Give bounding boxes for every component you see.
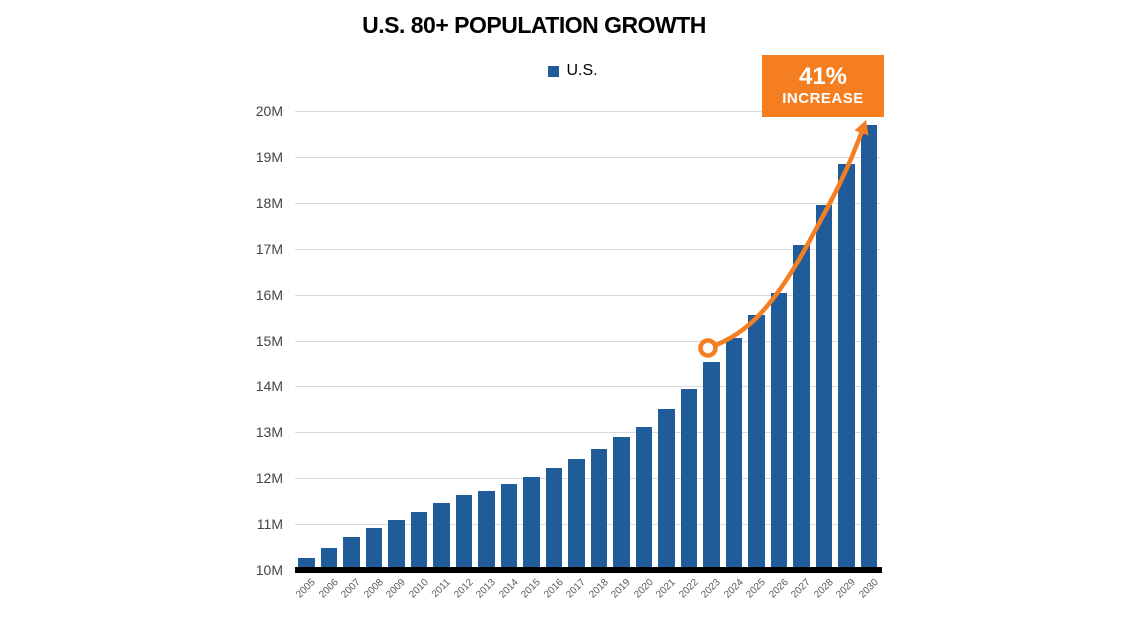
xtick-label-2030: 2030	[857, 577, 881, 601]
xtick-label-2028: 2028	[812, 577, 836, 601]
ytick-label-16M: 16M	[255, 286, 283, 303]
ytick-label-14M: 14M	[255, 378, 283, 395]
gridline-20M	[295, 111, 880, 112]
xtick-label-2010: 2010	[407, 577, 431, 601]
xtick-label-2027: 2027	[789, 577, 814, 601]
xtick-label-2023: 2023	[699, 577, 724, 601]
bar-2006	[320, 547, 337, 570]
gridline-14M	[295, 386, 880, 388]
bar-2018	[590, 449, 607, 570]
xtick-label-2018: 2018	[587, 577, 611, 601]
gridline-11M	[295, 524, 880, 526]
xtick-label-2017: 2017	[564, 577, 589, 601]
ytick-label-17M: 17M	[255, 240, 283, 257]
bar-2016	[545, 467, 562, 570]
bar-2029	[838, 163, 855, 570]
legend: U.S.	[173, 62, 973, 80]
bar-2017	[568, 459, 585, 570]
arrow-start-marker	[698, 338, 718, 358]
legend-swatch-icon	[548, 65, 560, 77]
gridline-17M	[295, 248, 880, 250]
ytick-label-13M: 13M	[255, 424, 283, 441]
gridline-19M	[295, 156, 880, 158]
bar-2008	[365, 527, 382, 570]
gridline-16M	[295, 294, 880, 296]
bar-2026	[770, 293, 787, 570]
xtick-label-2013: 2013	[474, 577, 499, 601]
xtick-label-2006: 2006	[317, 577, 341, 601]
xtick-label-2026: 2026	[767, 577, 791, 601]
xtick-label-2008: 2008	[362, 577, 386, 601]
bar-2009	[388, 519, 405, 570]
bar-2013	[478, 490, 495, 570]
increase-callout: 41% INCREASE	[762, 55, 884, 117]
gridline-13M	[295, 432, 880, 434]
xtick-label-2024: 2024	[722, 577, 746, 601]
ytick-label-20M: 20M	[255, 103, 283, 119]
bar-2019	[613, 437, 630, 570]
ytick-label-10M: 10M	[255, 562, 283, 578]
bar-2007	[343, 537, 360, 570]
xtick-label-2025: 2025	[744, 577, 769, 601]
bar-2015	[523, 476, 540, 570]
xtick-label-2009: 2009	[384, 577, 409, 601]
bar-2010	[410, 511, 427, 570]
bar-2005	[298, 558, 315, 570]
ytick-label-15M: 15M	[255, 332, 283, 349]
xtick-label-2020: 2020	[632, 577, 656, 601]
xtick-label-2015: 2015	[519, 577, 544, 601]
xtick-label-2005: 2005	[294, 577, 319, 601]
ytick-label-18M: 18M	[255, 194, 283, 211]
gridline-18M	[295, 202, 880, 204]
gridline-12M	[295, 478, 880, 480]
bar-2012	[455, 495, 472, 570]
bar-2011	[433, 503, 450, 570]
xtick-label-2022: 2022	[677, 577, 701, 601]
xtick-label-2019: 2019	[609, 577, 634, 601]
bar-2030	[860, 124, 877, 570]
xtick-label-2016: 2016	[542, 577, 566, 601]
xtick-label-2014: 2014	[497, 577, 521, 601]
ytick-label-11M: 11M	[256, 516, 283, 533]
bar-2024	[725, 338, 742, 570]
x-axis-line	[295, 567, 882, 573]
bar-2014	[500, 484, 517, 570]
chart-title: U.S. 80+ POPULATION GROWTH	[362, 12, 706, 38]
xtick-label-2021: 2021	[654, 577, 679, 601]
bar-2023	[703, 361, 720, 570]
bar-2022	[680, 389, 697, 570]
bar-2027	[793, 244, 810, 570]
bar-2020	[635, 427, 652, 570]
xtick-label-2029: 2029	[834, 577, 859, 601]
ytick-label-12M: 12M	[255, 470, 283, 487]
xtick-label-2007: 2007	[339, 577, 364, 601]
xtick-label-2011: 2011	[430, 577, 454, 600]
legend-label: U.S.	[566, 62, 598, 79]
xtick-label-2012: 2012	[452, 577, 476, 601]
bar-2028	[815, 204, 832, 570]
bar-2021	[658, 409, 675, 570]
callout-percent: 41%	[798, 63, 848, 90]
callout-word: INCREASE	[782, 90, 864, 107]
gridline-15M	[295, 340, 880, 342]
bar-2025	[748, 315, 765, 570]
ytick-label-19M: 19M	[255, 148, 283, 165]
